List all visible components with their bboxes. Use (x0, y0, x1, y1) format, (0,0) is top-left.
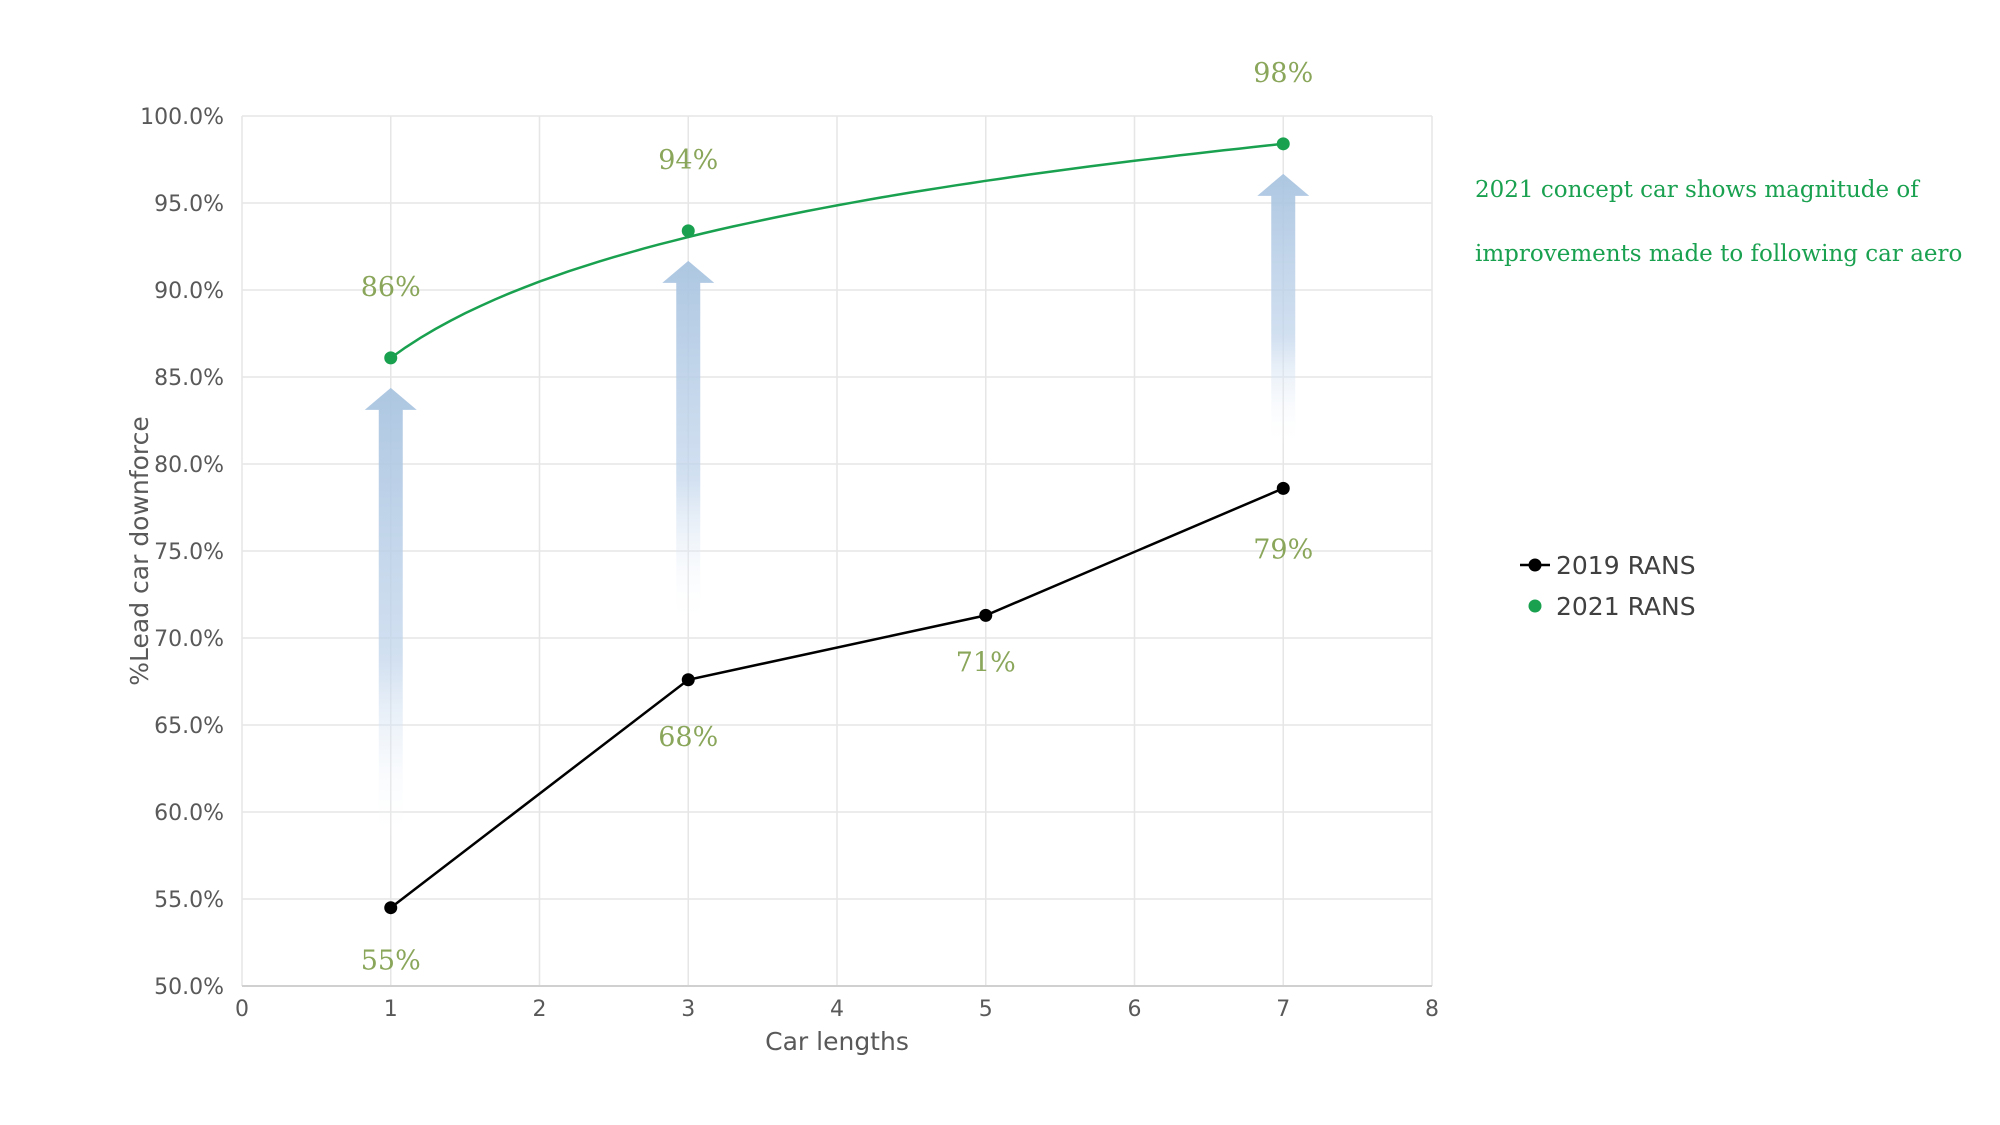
y-tick-label: 65.0% (154, 714, 224, 739)
x-tick-label: 6 (1128, 997, 1142, 1022)
data-point-2019 (681, 673, 695, 687)
data-point-2021 (384, 351, 398, 365)
improvement-arrow (1257, 173, 1310, 448)
x-tick-label: 5 (979, 997, 993, 1022)
y-tick-label: 100.0% (140, 105, 224, 130)
annotation-line-2: improvements made to following car aero (1475, 241, 1963, 267)
y-tick-label: 80.0% (154, 453, 224, 478)
axes: 50.0% 55.0% 60.0% 65.0% 70.0% 75.0% 80.0% 85.0%… (125, 105, 1439, 1056)
series-line-2019 (389, 487, 1284, 909)
data-label-2021: 94% (658, 145, 718, 176)
data-label-2021: 86% (361, 272, 421, 303)
y-tick-label: 95.0% (154, 192, 224, 217)
annotation-line-1: 2021 concept car shows magnitude of (1475, 177, 1919, 203)
series (384, 137, 1290, 915)
y-tick-label: 75.0% (154, 540, 224, 565)
data-point-2021 (681, 224, 695, 238)
x-tick-label: 1 (384, 997, 398, 1022)
x-tick-label: 0 (235, 997, 249, 1022)
y-tick-label: 70.0% (154, 627, 224, 652)
y-axis-title: %Lead car downforce (125, 416, 154, 685)
improvement-arrow (662, 260, 715, 626)
x-tick-label: 3 (681, 997, 695, 1022)
legend-label-2019: 2019 RANS (1556, 551, 1696, 580)
y-tick-label: 60.0% (154, 801, 224, 826)
series-line-2021 (390, 142, 1284, 359)
x-tick-label: 8 (1425, 997, 1439, 1022)
data-label-2019: 79% (1253, 534, 1313, 565)
y-tick-label: 55.0% (154, 888, 224, 913)
legend-marker-2019 (1528, 558, 1542, 572)
data-label-2021: 98% (1253, 58, 1313, 89)
x-axis-title: Car lengths (765, 1027, 909, 1056)
y-tick-label: 50.0% (154, 975, 224, 1000)
annotation: 2021 concept car shows magnitude of impr… (1475, 170, 1975, 298)
legend-marker-2021 (1528, 599, 1542, 613)
y-tick-label: 85.0% (154, 366, 224, 391)
data-point-2019 (1276, 481, 1290, 495)
improvement-arrow (364, 387, 417, 842)
data-point-2019 (979, 608, 993, 622)
data-label-2019: 55% (361, 946, 421, 977)
legend-label-2021: 2021 RANS (1556, 592, 1696, 621)
legend: 2019 RANS 2021 RANS (1520, 551, 1696, 621)
x-tick-label: 4 (830, 997, 844, 1022)
data-point-2019 (384, 901, 398, 915)
improvement-arrows (364, 173, 1310, 842)
data-label-2019: 68% (658, 722, 718, 753)
x-tick-label: 2 (533, 997, 547, 1022)
y-tick-label: 90.0% (154, 279, 224, 304)
data-labels: 55% 68% 71% 79% 86% 94% 98% (361, 58, 1314, 977)
x-tick-label: 7 (1276, 997, 1290, 1022)
data-label-2019: 71% (956, 647, 1016, 678)
data-point-2021 (1276, 137, 1290, 151)
